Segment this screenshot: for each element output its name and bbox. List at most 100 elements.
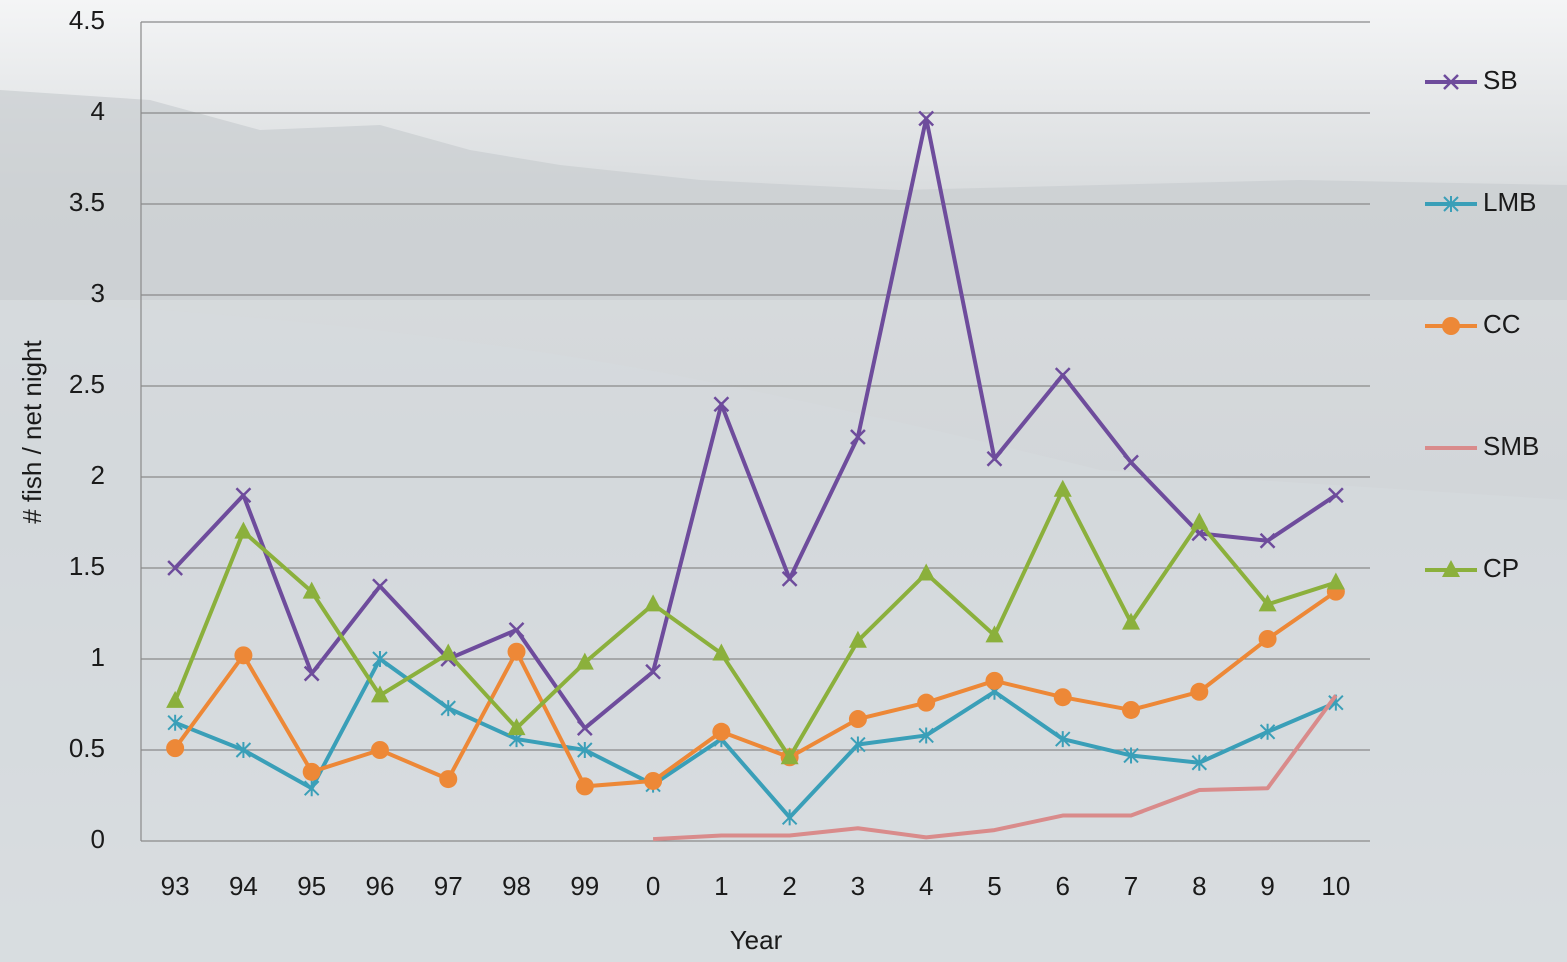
x-tick-label: 2 xyxy=(782,871,796,901)
marker xyxy=(440,700,456,717)
marker xyxy=(644,594,663,612)
marker xyxy=(234,521,253,539)
marker xyxy=(577,742,593,758)
marker xyxy=(1054,367,1071,383)
x-tick-label: 5 xyxy=(987,871,1001,901)
marker xyxy=(1259,532,1276,549)
x-tick-label: 99 xyxy=(570,871,599,901)
marker xyxy=(235,487,252,504)
marker xyxy=(917,693,936,712)
marker xyxy=(850,429,866,445)
series-line xyxy=(173,116,1337,731)
x-tick-label: 3 xyxy=(851,871,865,901)
x-tick-label: 8 xyxy=(1192,871,1206,901)
marker xyxy=(713,396,730,413)
marker xyxy=(712,722,731,741)
marker xyxy=(645,663,661,680)
x-tick-label: 96 xyxy=(366,871,395,901)
x-tick-label: 98 xyxy=(502,871,531,901)
marker xyxy=(780,747,799,765)
marker xyxy=(507,718,526,736)
x-tick-label: 94 xyxy=(229,871,258,901)
y-tick-label: 1 xyxy=(91,642,105,672)
x-axis-title: Year xyxy=(730,925,783,955)
legend-label: SB xyxy=(1483,65,1518,95)
marker xyxy=(370,741,389,759)
marker xyxy=(167,560,184,576)
marker xyxy=(1191,754,1208,771)
marker xyxy=(507,642,526,661)
marker xyxy=(918,110,935,127)
y-tick-label: 0 xyxy=(91,824,105,854)
marker xyxy=(1442,560,1460,577)
marker xyxy=(234,646,253,665)
x-tick-label: 97 xyxy=(434,871,463,901)
marker xyxy=(1123,454,1139,471)
marker xyxy=(372,651,388,667)
marker xyxy=(1259,723,1276,740)
marker xyxy=(918,727,934,744)
y-tick-label: 4 xyxy=(91,96,105,126)
marker xyxy=(302,762,321,781)
x-tick-label: 9 xyxy=(1260,871,1274,901)
marker xyxy=(439,643,458,661)
series xyxy=(652,694,1338,842)
legend-label: CP xyxy=(1483,553,1519,583)
marker xyxy=(985,625,1004,643)
marker xyxy=(1442,317,1460,335)
x-tick-label: 95 xyxy=(297,871,326,901)
marker xyxy=(575,777,594,796)
y-tick-label: 3 xyxy=(91,278,105,308)
marker xyxy=(850,736,866,753)
marker xyxy=(235,742,252,758)
marker xyxy=(781,809,798,826)
marker xyxy=(986,450,1003,467)
x-tick-label: 10 xyxy=(1321,871,1350,901)
series-line xyxy=(173,590,1337,789)
marker xyxy=(1053,688,1072,707)
y-tick-label: 2.5 xyxy=(69,369,105,399)
marker xyxy=(370,685,389,703)
marker xyxy=(1258,629,1277,648)
marker xyxy=(303,780,320,797)
marker xyxy=(303,665,320,682)
series-line xyxy=(652,694,1338,842)
marker xyxy=(1122,612,1141,630)
series xyxy=(166,479,1345,765)
x-tick-label: 1 xyxy=(714,871,728,901)
marker xyxy=(1327,487,1344,504)
y-axis-title: # fish / net night xyxy=(17,339,47,523)
marker xyxy=(1123,747,1139,764)
marker xyxy=(985,671,1004,690)
y-tick-label: 4.5 xyxy=(69,5,105,35)
y-tick-label: 0.5 xyxy=(69,733,105,763)
marker xyxy=(1258,594,1277,612)
marker xyxy=(166,739,185,758)
marker xyxy=(372,578,388,595)
marker xyxy=(302,581,321,599)
x-tick-label: 6 xyxy=(1056,871,1070,901)
y-tick-label: 1.5 xyxy=(69,551,105,581)
series xyxy=(166,582,1345,796)
x-tick-label: 7 xyxy=(1124,871,1138,901)
marker xyxy=(644,771,663,790)
x-tick-label: 4 xyxy=(919,871,933,901)
y-tick-label: 2 xyxy=(91,460,105,490)
marker xyxy=(1122,700,1141,719)
marker xyxy=(1190,682,1209,701)
series xyxy=(167,110,1344,737)
x-tick-label: 93 xyxy=(161,871,190,901)
marker xyxy=(575,652,594,670)
marker xyxy=(1443,74,1459,90)
marker xyxy=(167,714,183,731)
marker xyxy=(1055,731,1071,748)
series-line xyxy=(173,487,1337,760)
y-tick-label: 3.5 xyxy=(69,187,105,217)
marker xyxy=(848,710,867,729)
hills xyxy=(0,90,1567,300)
marker xyxy=(166,690,185,708)
legend-label: LMB xyxy=(1483,187,1536,217)
marker xyxy=(781,571,798,587)
marker xyxy=(848,630,867,648)
